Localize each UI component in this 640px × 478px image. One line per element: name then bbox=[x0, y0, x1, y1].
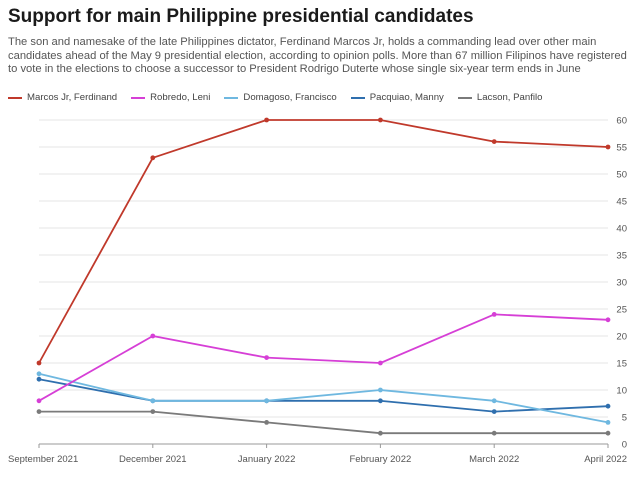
legend-item: Robredo, Leni bbox=[131, 92, 210, 103]
legend-label: Marcos Jr, Ferdinand bbox=[27, 92, 118, 103]
data-point bbox=[36, 409, 42, 414]
legend-label: Robredo, Leni bbox=[150, 92, 211, 103]
data-point bbox=[491, 430, 497, 436]
data-point bbox=[605, 144, 611, 150]
y-tick-label: 50 bbox=[616, 170, 627, 181]
chart-legend: Marcos Jr, Ferdinand Robredo, Leni Domagos… bbox=[8, 92, 542, 103]
legend-item: Marcos Jr, Ferdinand bbox=[8, 92, 117, 103]
series-line bbox=[38, 372, 609, 424]
legend-swatch bbox=[131, 96, 146, 99]
data-point bbox=[605, 420, 611, 425]
data-point bbox=[605, 317, 611, 323]
data-point bbox=[378, 387, 383, 393]
legend-swatch bbox=[8, 96, 22, 99]
y-tick-label: 60 bbox=[616, 116, 627, 127]
y-tick-label: 10 bbox=[616, 386, 627, 397]
y-tick-label: 35 bbox=[616, 251, 627, 262]
legend-swatch bbox=[350, 96, 365, 99]
data-point bbox=[491, 409, 497, 414]
y-tick-label: 20 bbox=[616, 332, 627, 343]
y-tick-label: 15 bbox=[616, 359, 627, 370]
data-point bbox=[36, 360, 42, 366]
chart-subtitle: The son and namesake of the late Philipp… bbox=[8, 36, 627, 76]
legend-label: Pacquiao, Manny bbox=[369, 92, 444, 103]
series-line bbox=[39, 410, 608, 435]
legend-label: Lacson, Panfilo bbox=[476, 92, 543, 103]
data-point bbox=[36, 376, 42, 382]
data-point bbox=[605, 403, 611, 409]
y-tick-label: 0 bbox=[622, 440, 627, 451]
legend-item: Domagoso, Francisco bbox=[224, 92, 337, 103]
x-tick-label: April 2022 bbox=[584, 454, 627, 465]
series-line bbox=[38, 119, 609, 364]
legend-item: Pacquiao, Manny bbox=[350, 92, 444, 103]
data-point bbox=[491, 312, 497, 317]
data-point bbox=[264, 355, 269, 360]
legend-swatch bbox=[224, 96, 239, 99]
x-tick-label: December 2021 bbox=[119, 454, 187, 465]
data-point bbox=[264, 117, 269, 123]
data-point bbox=[378, 398, 383, 404]
data-point bbox=[264, 420, 269, 425]
data-point bbox=[150, 333, 156, 339]
x-tick-label: March 2022 bbox=[469, 454, 519, 465]
y-tick-label: 25 bbox=[616, 305, 627, 316]
data-point bbox=[150, 398, 156, 404]
data-point bbox=[605, 430, 611, 436]
chart-title: Support for main Philippine presidential… bbox=[8, 6, 474, 27]
legend-swatch bbox=[457, 96, 472, 99]
data-point bbox=[150, 155, 156, 161]
series-line bbox=[38, 313, 609, 402]
data-point bbox=[491, 398, 497, 404]
y-tick-label: 55 bbox=[616, 143, 627, 154]
data-point bbox=[36, 398, 42, 404]
data-point bbox=[491, 139, 497, 145]
legend-item: Lacson, Panfilo bbox=[457, 92, 543, 103]
x-tick-label: February 2022 bbox=[350, 454, 412, 465]
data-point bbox=[378, 430, 383, 436]
y-tick-label: 45 bbox=[616, 197, 627, 208]
y-tick-label: 30 bbox=[616, 278, 627, 289]
x-tick-label: January 2022 bbox=[238, 454, 296, 465]
data-point bbox=[378, 117, 383, 123]
x-tick-label: September 2021 bbox=[8, 454, 78, 465]
data-point bbox=[36, 371, 42, 377]
data-point bbox=[378, 360, 383, 366]
data-point bbox=[150, 409, 156, 414]
legend-label: Domagoso, Francisco bbox=[243, 92, 337, 103]
data-point bbox=[264, 398, 269, 404]
y-tick-label: 5 bbox=[622, 413, 627, 424]
y-tick-label: 40 bbox=[616, 224, 627, 235]
